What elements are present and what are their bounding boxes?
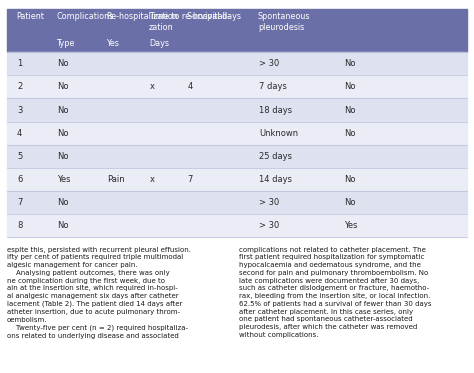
Text: 14 days: 14 days [259, 175, 292, 184]
Text: Yes: Yes [106, 40, 119, 48]
Text: > 30: > 30 [259, 221, 279, 230]
Bar [7, 75, 467, 98]
Text: Days: Days [149, 40, 169, 48]
Text: 7: 7 [188, 175, 193, 184]
Text: No: No [57, 59, 69, 68]
Text: Pain: Pain [107, 175, 125, 184]
Text: 1: 1 [17, 59, 22, 68]
Text: 3: 3 [17, 106, 22, 115]
Text: Spontaneous
pleurodesis: Spontaneous pleurodesis [258, 12, 310, 32]
Text: x: x [150, 175, 155, 184]
Text: No: No [344, 82, 356, 91]
Text: Complications: Complications [56, 12, 114, 21]
Bar [7, 214, 467, 237]
Text: Survival days: Survival days [187, 12, 241, 21]
Text: No: No [57, 106, 69, 115]
Text: No: No [57, 129, 69, 138]
Text: 4: 4 [188, 82, 193, 91]
Text: Patient: Patient [16, 12, 44, 21]
Text: Time to re-hospitali-
zation: Time to re-hospitali- zation [149, 12, 230, 32]
Bar [7, 9, 467, 52]
Bar [7, 145, 467, 168]
Text: No: No [57, 221, 69, 230]
Text: 25 days: 25 days [259, 152, 292, 161]
Text: > 30: > 30 [259, 198, 279, 207]
Text: espite this, persisted with recurrent pleural effusion.
ifty per cent of patient: espite this, persisted with recurrent pl… [7, 247, 191, 339]
Text: No: No [344, 175, 356, 184]
Text: No: No [344, 59, 356, 68]
Text: No: No [344, 106, 356, 115]
Bar [7, 191, 467, 214]
Text: 6: 6 [17, 175, 22, 184]
Text: Type: Type [56, 40, 75, 48]
Text: x: x [150, 82, 155, 91]
Text: > 30: > 30 [259, 59, 279, 68]
Bar [7, 168, 467, 191]
Text: 5: 5 [17, 152, 22, 161]
Text: 8: 8 [17, 221, 22, 230]
Text: complications not related to catheter placement. The
first patient required hosp: complications not related to catheter pl… [239, 247, 432, 338]
Text: 7 days: 7 days [259, 82, 287, 91]
Text: No: No [344, 198, 356, 207]
Text: 2: 2 [17, 82, 22, 91]
Text: No: No [344, 129, 356, 138]
Text: 18 days: 18 days [259, 106, 292, 115]
Bar [7, 52, 467, 75]
Text: 4: 4 [17, 129, 22, 138]
Text: 7: 7 [17, 198, 22, 207]
Text: Yes: Yes [344, 221, 357, 230]
Text: Unknown: Unknown [259, 129, 298, 138]
Text: Re-hospitalization: Re-hospitalization [106, 12, 178, 21]
Text: No: No [57, 82, 69, 91]
Text: No: No [57, 198, 69, 207]
Text: Yes: Yes [57, 175, 71, 184]
Text: No: No [57, 152, 69, 161]
Bar [7, 98, 467, 122]
Bar [7, 122, 467, 145]
